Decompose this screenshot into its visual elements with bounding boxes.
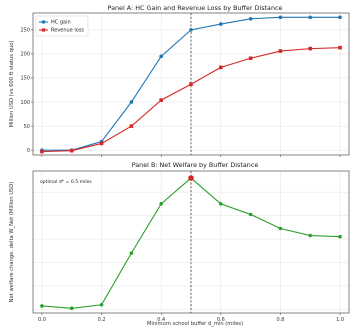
legend-label: HC gain: [51, 20, 71, 26]
panel-b: Panel B: Net Welfare by Buffer Distance …: [9, 161, 350, 327]
data-point: [219, 65, 223, 70]
panel-a-legend: HC gain Revenue loss: [35, 15, 89, 37]
data-point: [278, 15, 283, 20]
x-tick-label: 0.6: [217, 317, 225, 323]
panel-a-y-ticks: 0 50 100 150 200 250: [20, 28, 33, 154]
y-tick-label: 0: [27, 148, 30, 154]
y-tick-label: 250: [20, 28, 30, 34]
data-point: [69, 306, 74, 311]
panel-b-series: [40, 175, 342, 311]
panel-a: Panel A: HC Gain and Revenue Loss by Buf…: [9, 4, 350, 157]
data-point: [278, 226, 283, 231]
panel-b-x-ticks: 0.0 0.2 0.4 0.6 0.8 1.0: [38, 317, 344, 323]
data-point: [40, 149, 44, 154]
data-point: [248, 16, 253, 21]
data-point: [99, 141, 104, 146]
optimal-annotation: optimal d* = 0.5 miles: [40, 179, 92, 185]
data-point: [159, 98, 163, 102]
data-point: [308, 233, 313, 238]
y-tick-label: 50: [24, 124, 30, 130]
x-tick-label: 0.0: [38, 317, 46, 323]
data-point: [129, 100, 134, 104]
data-point: [69, 148, 74, 153]
data-point: [219, 202, 223, 206]
data-point: [308, 15, 313, 20]
data-point: [308, 46, 313, 51]
data-point: [219, 22, 223, 26]
data-point: [40, 304, 44, 308]
data-point: [338, 15, 342, 20]
legend-marker: [42, 28, 46, 32]
panel-a-ylabel: Million USD (vs 600 ft status quo): [9, 41, 15, 128]
x-tick-label: 0.8: [276, 317, 284, 323]
y-tick-label: 150: [20, 76, 30, 82]
panel-b-ylabel: Net welfare change, delta W_Net (Million…: [9, 182, 15, 303]
x-tick-label: 0.4: [157, 317, 165, 323]
data-point: [248, 212, 253, 217]
panel-b-frame: [32, 170, 350, 314]
data-point: [248, 56, 253, 61]
y-tick-label: 200: [20, 52, 30, 58]
series-line-net-welfare: [41, 177, 341, 309]
panel-b-title: Panel B: Net Welfare by Buffer Distance: [132, 161, 259, 169]
data-point: [129, 251, 134, 255]
data-point: [99, 302, 104, 307]
x-tick-label: 0.2: [98, 317, 106, 323]
panel-b-grid: [33, 171, 349, 315]
data-point: [189, 28, 193, 32]
legend-label: Revenue loss: [51, 28, 84, 34]
panel-b-xlabel: Minimum school buffer d_min (miles): [147, 321, 243, 327]
data-point: [189, 82, 193, 87]
x-tick-label: 1.0: [336, 317, 344, 323]
data-point: [338, 45, 342, 50]
legend-marker: [41, 20, 46, 24]
data-point: [129, 124, 134, 128]
data-point: [159, 202, 163, 206]
data-point: [278, 49, 283, 53]
legend-box: [35, 15, 89, 37]
optimum-marker: [188, 175, 194, 181]
data-point: [159, 54, 163, 59]
panel-a-title: Panel A: HC Gain and Revenue Loss by Buf…: [108, 4, 283, 12]
panel-a-frame: [32, 12, 350, 156]
panel-a-series: [40, 15, 342, 154]
data-point: [338, 234, 342, 239]
y-tick-label: 100: [20, 100, 30, 106]
